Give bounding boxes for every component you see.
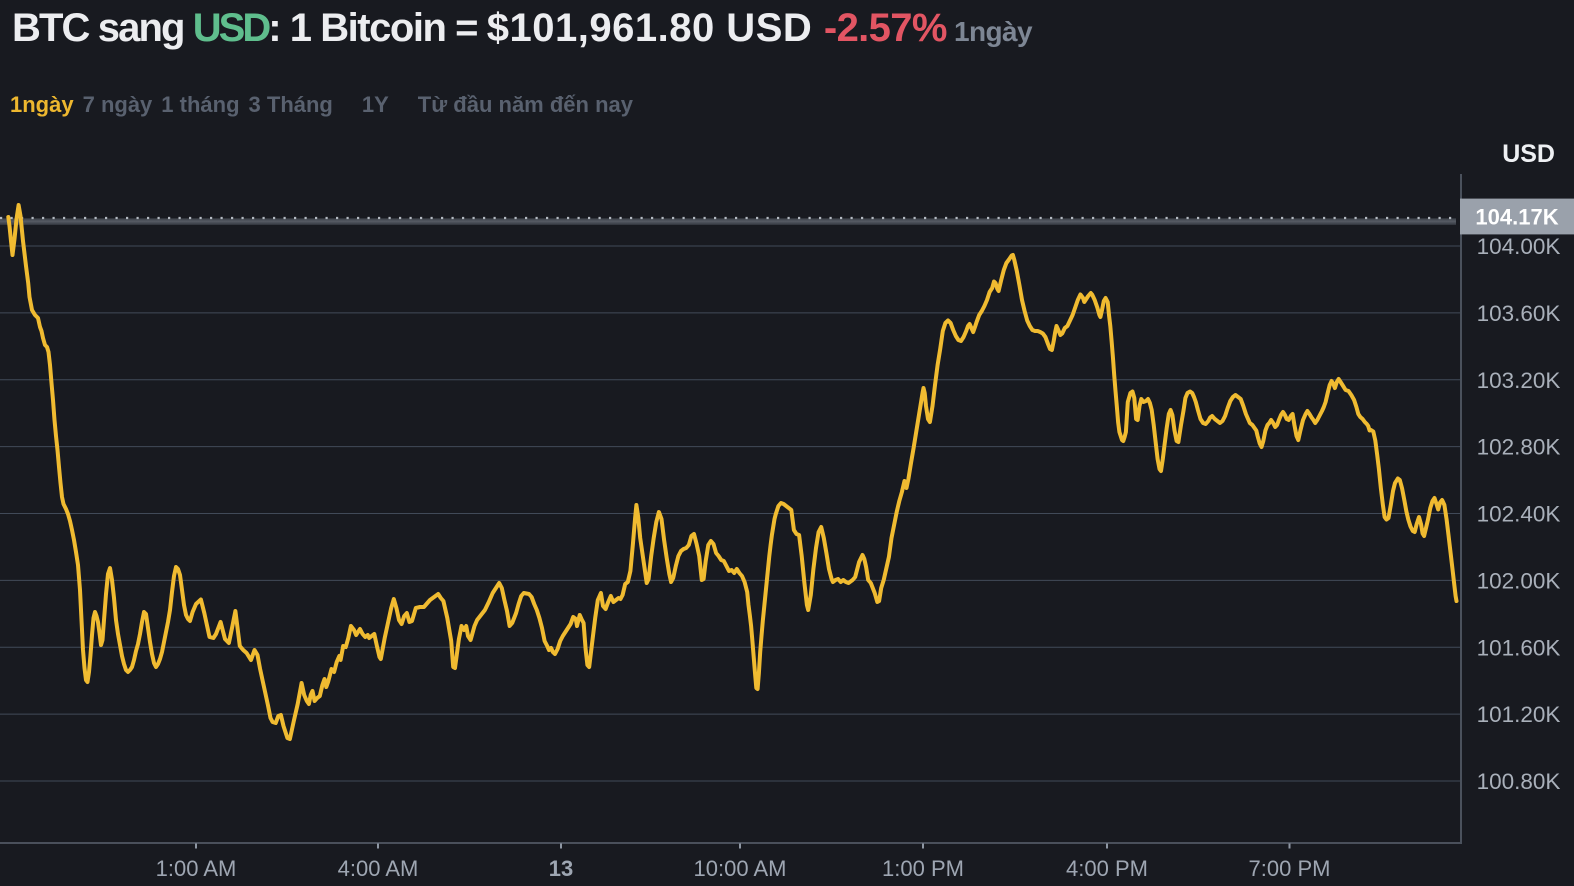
svg-text:10:00 AM: 10:00 AM: [694, 856, 787, 881]
svg-text:102.00K: 102.00K: [1477, 568, 1561, 593]
svg-text:101.20K: 101.20K: [1477, 702, 1561, 727]
svg-text:103.20K: 103.20K: [1477, 368, 1561, 393]
svg-text:13: 13: [549, 856, 573, 881]
svg-text:USD: USD: [1502, 140, 1555, 168]
svg-text:1:00 PM: 1:00 PM: [882, 856, 964, 881]
svg-text:104.17K: 104.17K: [1475, 205, 1558, 230]
svg-text:101.60K: 101.60K: [1477, 635, 1561, 660]
svg-text:102.80K: 102.80K: [1477, 435, 1561, 460]
svg-text:1:00 AM: 1:00 AM: [156, 856, 237, 881]
svg-text:102.40K: 102.40K: [1477, 502, 1561, 527]
svg-text:100.80K: 100.80K: [1477, 769, 1561, 794]
svg-text:104.00K: 104.00K: [1477, 234, 1561, 259]
svg-text:7:00 PM: 7:00 PM: [1249, 856, 1331, 881]
svg-text:4:00 AM: 4:00 AM: [338, 856, 419, 881]
svg-text:4:00 PM: 4:00 PM: [1066, 856, 1148, 881]
svg-text:103.60K: 103.60K: [1477, 301, 1561, 326]
